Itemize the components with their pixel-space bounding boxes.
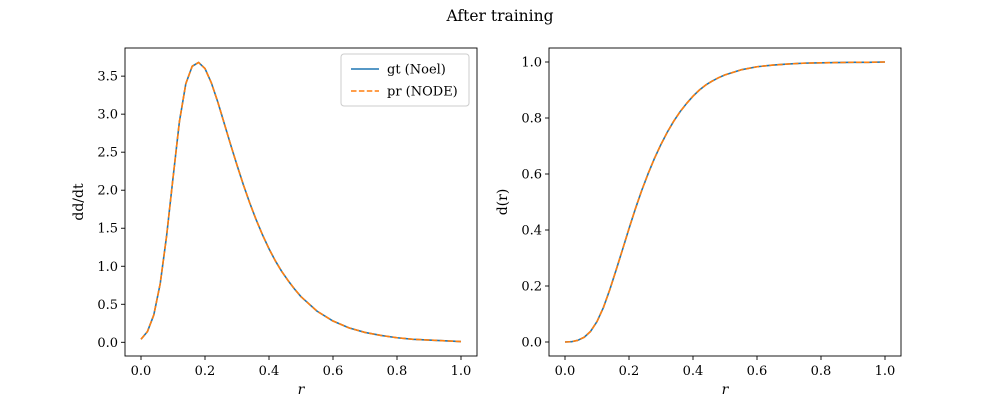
x-tick-label: 0.6 xyxy=(747,364,768,379)
y-tick-label: 3.0 xyxy=(97,108,118,123)
left-chart: 0.0 0.2 0.4 0.6 0.8 1.0 0.0 0.5 1.0 1.5 2.0 2.5 3.0 3… xyxy=(71,47,478,398)
y-tick-label: 0.2 xyxy=(521,280,542,295)
y-tick-label: 1.5 xyxy=(97,222,118,237)
y-tick-label: 2.5 xyxy=(97,146,118,161)
y-tick-label: 2.0 xyxy=(97,184,118,199)
series-line-gt xyxy=(564,61,886,343)
x-axis-label: r xyxy=(722,382,730,398)
y-axis-label: d(r) xyxy=(495,189,511,216)
y-tick-label: 0.0 xyxy=(97,336,118,351)
x-tick-label: 0.0 xyxy=(555,364,576,379)
legend: gt (Noel) pr (NODE) xyxy=(340,53,470,107)
x-tick-label: 0.4 xyxy=(259,364,280,379)
axes-frame xyxy=(548,47,902,357)
y-tick-label: 0.6 xyxy=(521,168,542,183)
axes-frame xyxy=(124,47,478,357)
x-tick-label: 1.0 xyxy=(451,364,472,379)
y-tick-label: 0.8 xyxy=(521,112,542,127)
x-tick-label: 0.4 xyxy=(683,364,704,379)
legend-box xyxy=(340,53,470,107)
figure-suptitle: After training xyxy=(445,7,553,25)
x-tick-label: 0.2 xyxy=(195,364,216,379)
x-tick-label: 0.2 xyxy=(619,364,640,379)
series-line-pr xyxy=(564,61,886,343)
legend-label: gt (Noel) xyxy=(387,63,446,78)
x-tick-label: 0.8 xyxy=(811,364,832,379)
x-tick-label: 0.6 xyxy=(323,364,344,379)
y-tick-label: 0.0 xyxy=(521,336,542,351)
series-line-pr xyxy=(140,61,462,343)
x-axis-label: r xyxy=(298,382,306,398)
y-tick-label: 1.0 xyxy=(97,260,118,275)
y-tick-label: 3.5 xyxy=(97,70,118,85)
right-chart: 0.0 0.2 0.4 0.6 0.8 1.0 0.0 0.2 0.4 0.6 0.8 1.0 r d(r… xyxy=(495,47,902,398)
legend-label: pr (NODE) xyxy=(387,85,458,100)
y-axis-label: dd/dt xyxy=(71,183,87,221)
x-tick-label: 1.0 xyxy=(875,364,896,379)
y-tick-label: 1.0 xyxy=(521,56,542,71)
y-tick-label: 0.4 xyxy=(521,224,542,239)
x-tick-label: 0.8 xyxy=(387,364,408,379)
x-tick-label: 0.0 xyxy=(131,364,152,379)
y-tick-label: 0.5 xyxy=(97,298,118,313)
